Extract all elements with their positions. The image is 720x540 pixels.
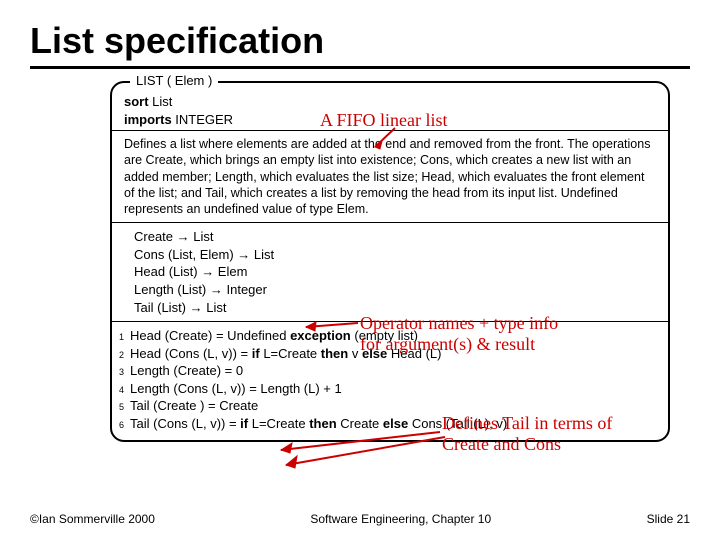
axiom-num: 5: [106, 401, 124, 413]
footer-center: Software Engineering, Chapter 10: [310, 512, 491, 526]
arrow-icon: [280, 433, 450, 473]
annotation-ops: Operator names + type info for argument(…: [360, 313, 558, 354]
op-line: Create → List: [134, 228, 656, 246]
axiom-num: 3: [106, 366, 124, 378]
slide: List specification LIST ( Elem ) sort Li…: [0, 0, 720, 540]
axiom-num: 6: [106, 419, 124, 431]
spec-header: LIST ( Elem ): [130, 73, 218, 88]
sort-label: sort: [124, 94, 149, 109]
op-line: Cons (List, Elem) → List: [134, 246, 656, 264]
axiom-text: Length (Cons (L, v)) = Length (L) + 1: [130, 380, 656, 398]
arrow-icon: [370, 125, 420, 155]
footer-right: Slide 21: [647, 512, 690, 526]
divider-2: [112, 222, 668, 223]
imports-label: imports: [124, 112, 172, 127]
sort-value: List: [149, 94, 173, 109]
operations-section: Create → List Cons (List, Elem) → List H…: [124, 225, 656, 319]
arrow-icon: [300, 313, 360, 343]
op-line: Length (List) → Integer: [134, 281, 656, 299]
footer: ©Ian Sommerville 2000 Software Engineeri…: [30, 512, 690, 526]
axiom-num: 2: [106, 349, 124, 361]
annotation-tail: Defines Tail in terms of Create and Cons: [442, 413, 612, 454]
axiom-row: 3 Length (Create) = 0: [124, 362, 656, 380]
title-underline: [30, 66, 690, 69]
axiom-num: 1: [106, 331, 124, 343]
op-line: Head (List) → Elem: [134, 263, 656, 281]
axiom-text: Length (Create) = 0: [130, 362, 656, 380]
imports-value: INTEGER: [172, 112, 233, 127]
axiom-row: 4 Length (Cons (L, v)) = Length (L) + 1: [124, 380, 656, 398]
axiom-num: 4: [106, 384, 124, 396]
sort-line: sort List: [124, 93, 656, 111]
footer-left: ©Ian Sommerville 2000: [30, 512, 155, 526]
page-title: List specification: [30, 20, 690, 62]
